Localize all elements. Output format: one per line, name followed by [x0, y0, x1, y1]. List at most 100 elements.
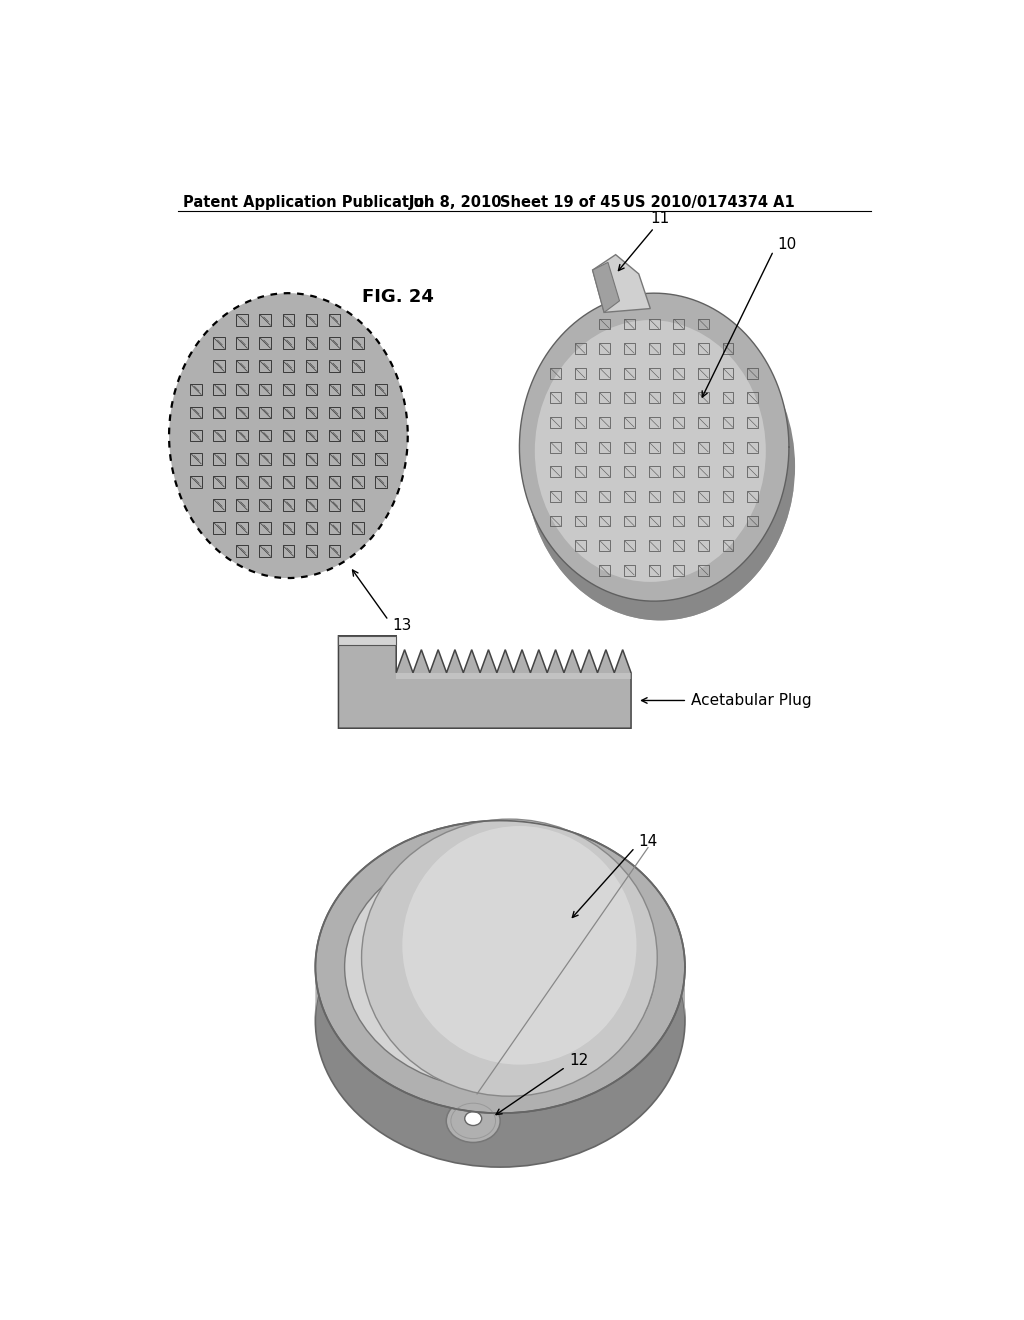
Bar [748, 392, 758, 404]
Bar [625, 442, 635, 453]
Bar [550, 417, 561, 428]
Bar [329, 430, 340, 441]
Bar [698, 392, 709, 404]
Bar [698, 565, 709, 576]
Bar [213, 338, 225, 348]
Bar [625, 491, 635, 502]
Bar [352, 523, 364, 533]
Bar [237, 384, 248, 395]
Bar [259, 360, 271, 372]
Bar [375, 384, 387, 395]
Bar [599, 565, 610, 576]
Bar [329, 384, 340, 395]
Ellipse shape [315, 874, 685, 1167]
Bar [305, 360, 317, 372]
Bar [698, 318, 709, 330]
Bar [259, 407, 271, 418]
Bar [237, 477, 248, 487]
Bar [674, 343, 684, 354]
Bar [305, 314, 317, 326]
Bar [649, 392, 659, 404]
Bar [305, 499, 317, 511]
Bar [259, 314, 271, 326]
Bar [599, 318, 610, 330]
Bar [723, 516, 733, 527]
Bar [723, 368, 733, 379]
Bar [574, 516, 586, 527]
Bar [599, 442, 610, 453]
Bar [283, 338, 294, 348]
Bar [550, 466, 561, 478]
Bar [674, 392, 684, 404]
Bar [698, 368, 709, 379]
Bar [550, 442, 561, 453]
Bar [375, 430, 387, 441]
Bar [698, 466, 709, 478]
Bar [698, 516, 709, 527]
Bar [259, 523, 271, 533]
Bar [748, 516, 758, 527]
Bar [723, 417, 733, 428]
Bar [674, 442, 684, 453]
Text: 12: 12 [569, 1053, 589, 1068]
Ellipse shape [535, 319, 766, 582]
Bar [352, 453, 364, 465]
Bar [213, 407, 225, 418]
Bar [283, 384, 294, 395]
Bar [237, 407, 248, 418]
Text: 13: 13 [392, 618, 412, 634]
Bar [237, 430, 248, 441]
Ellipse shape [446, 1100, 500, 1143]
Bar [674, 565, 684, 576]
Bar [213, 477, 225, 487]
Bar [352, 430, 364, 441]
Bar [375, 477, 387, 487]
Bar [352, 407, 364, 418]
Bar [352, 338, 364, 348]
Bar [283, 430, 294, 441]
Bar [649, 417, 659, 428]
Bar [674, 491, 684, 502]
Bar [550, 491, 561, 502]
Bar [698, 491, 709, 502]
Bar [748, 417, 758, 428]
Bar [259, 384, 271, 395]
Text: Acetabular Plug: Acetabular Plug [691, 693, 812, 708]
Bar [329, 360, 340, 372]
Bar [213, 430, 225, 441]
Bar [674, 417, 684, 428]
Bar [305, 384, 317, 395]
Bar [599, 417, 610, 428]
Bar [352, 499, 364, 511]
Bar [625, 343, 635, 354]
Bar [599, 466, 610, 478]
Bar [190, 477, 202, 487]
Bar [625, 417, 635, 428]
Bar [259, 499, 271, 511]
Bar [625, 466, 635, 478]
Bar [283, 499, 294, 511]
Bar [259, 453, 271, 465]
Bar [698, 442, 709, 453]
Bar [625, 392, 635, 404]
Bar [283, 407, 294, 418]
Bar [574, 368, 586, 379]
Polygon shape [593, 263, 620, 313]
Text: Jul. 8, 2010: Jul. 8, 2010 [410, 195, 503, 210]
Bar [283, 545, 294, 557]
Polygon shape [593, 255, 650, 313]
Bar [237, 314, 248, 326]
Bar [329, 338, 340, 348]
Bar [625, 368, 635, 379]
Text: Patent Application Publication: Patent Application Publication [183, 195, 434, 210]
Bar [649, 368, 659, 379]
Polygon shape [315, 821, 685, 1020]
Bar [698, 343, 709, 354]
Text: FIG. 24: FIG. 24 [361, 288, 433, 306]
Bar [213, 360, 225, 372]
Bar [574, 491, 586, 502]
Bar [550, 516, 561, 527]
Bar [698, 417, 709, 428]
Text: Sheet 19 of 45: Sheet 19 of 45 [500, 195, 621, 210]
Bar [352, 477, 364, 487]
